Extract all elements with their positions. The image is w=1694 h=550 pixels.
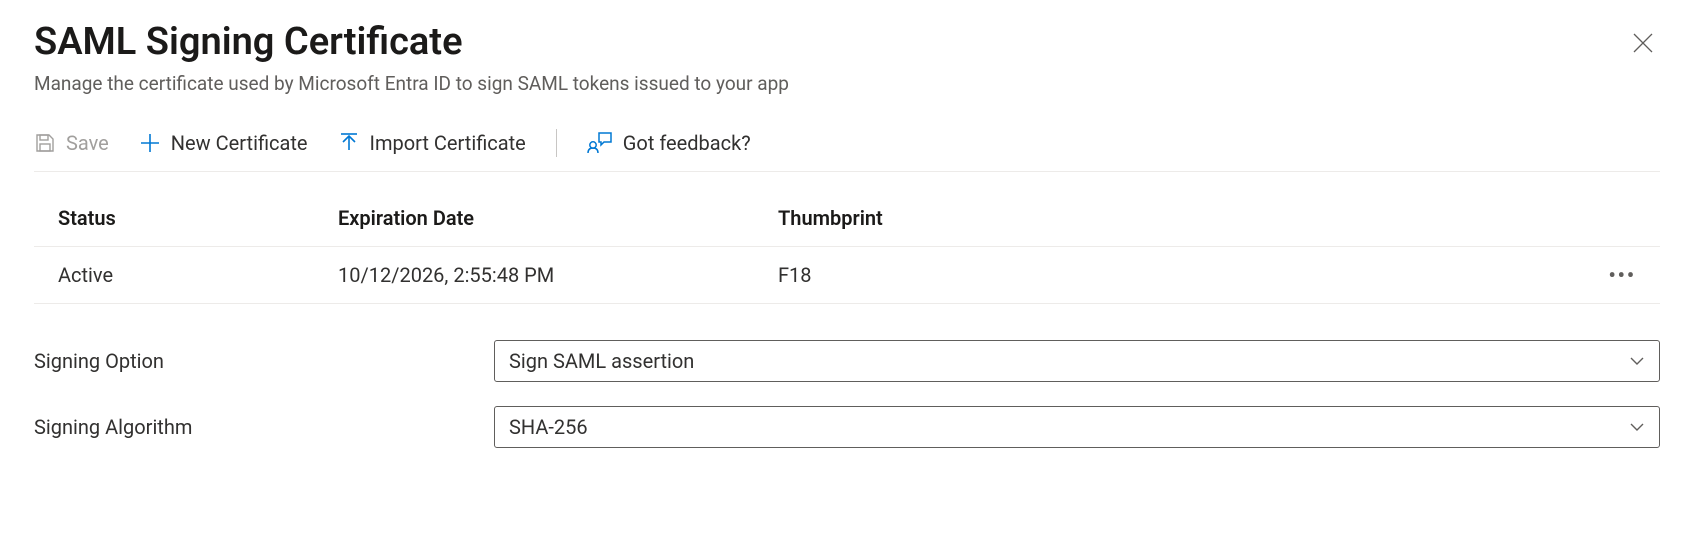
signing-algorithm-row: Signing Algorithm SHA-256 bbox=[34, 406, 1660, 448]
chevron-down-icon bbox=[1629, 353, 1645, 369]
page-title: SAML Signing Certificate bbox=[34, 20, 463, 66]
upload-icon bbox=[338, 132, 360, 154]
new-certificate-button[interactable]: New Certificate bbox=[139, 131, 308, 155]
save-button: Save bbox=[34, 131, 109, 155]
more-icon: ••• bbox=[1608, 263, 1636, 287]
close-icon bbox=[1632, 32, 1654, 54]
certificates-table: Status Expiration Date Thumbprint Active… bbox=[34, 190, 1660, 304]
col-thumbprint: Thumbprint bbox=[778, 206, 1566, 230]
toolbar: Save New Certificate Import Certificate bbox=[34, 129, 1660, 172]
plus-icon bbox=[139, 132, 161, 154]
signing-algorithm-label: Signing Algorithm bbox=[34, 415, 494, 439]
row-actions-button[interactable]: ••• bbox=[1608, 263, 1636, 287]
new-certificate-label: New Certificate bbox=[171, 131, 308, 155]
cell-expiration: 10/12/2026, 2:55:48 PM bbox=[338, 263, 778, 287]
cell-thumbprint: F18 bbox=[778, 263, 1566, 287]
import-certificate-label: Import Certificate bbox=[370, 131, 526, 155]
close-button[interactable] bbox=[1626, 26, 1660, 60]
signing-option-row: Signing Option Sign SAML assertion bbox=[34, 340, 1660, 382]
signing-algorithm-select[interactable]: SHA-256 bbox=[494, 406, 1660, 448]
toolbar-separator bbox=[556, 129, 557, 157]
chevron-down-icon bbox=[1629, 419, 1645, 435]
feedback-label: Got feedback? bbox=[623, 131, 751, 155]
col-expiration: Expiration Date bbox=[338, 206, 778, 230]
col-status: Status bbox=[58, 206, 338, 230]
signing-option-value: Sign SAML assertion bbox=[509, 349, 694, 373]
import-certificate-button[interactable]: Import Certificate bbox=[338, 131, 526, 155]
save-label: Save bbox=[66, 131, 109, 155]
table-header: Status Expiration Date Thumbprint bbox=[34, 190, 1660, 247]
signing-option-label: Signing Option bbox=[34, 349, 494, 373]
page-subtitle: Manage the certificate used by Microsoft… bbox=[34, 72, 1660, 95]
table-row: Active 10/12/2026, 2:55:48 PM F18 ••• bbox=[34, 247, 1660, 304]
feedback-icon bbox=[587, 131, 613, 155]
signing-option-select[interactable]: Sign SAML assertion bbox=[494, 340, 1660, 382]
save-icon bbox=[34, 132, 56, 154]
cell-status: Active bbox=[58, 263, 338, 287]
signing-algorithm-value: SHA-256 bbox=[509, 415, 588, 439]
feedback-button[interactable]: Got feedback? bbox=[587, 131, 751, 155]
signing-form: Signing Option Sign SAML assertion Signi… bbox=[34, 340, 1660, 448]
